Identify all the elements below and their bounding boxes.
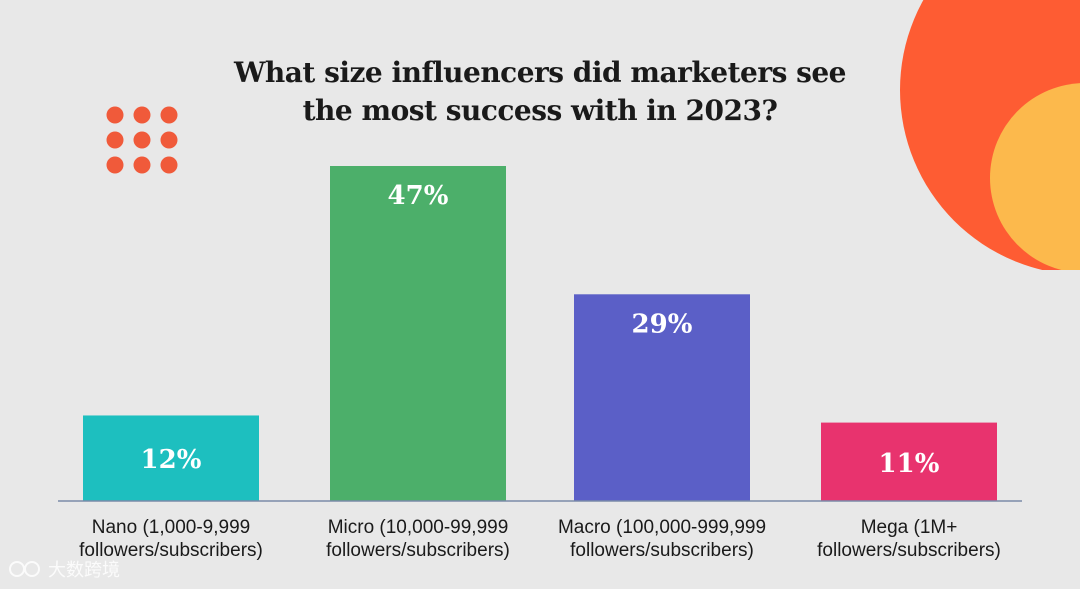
x-tick-label-1: Micro (10,000-99,999 followers/subscriber…: [298, 516, 538, 562]
decorative-dot: [133, 131, 151, 149]
x-tick-label-line: followers/subscribers): [79, 540, 263, 561]
x-tick-label-line: Macro (100,000-999,999: [557, 517, 767, 538]
bar-value-label-1: 47%: [388, 181, 449, 211]
bars-group: 12% 47% 29% 11%: [83, 166, 997, 501]
x-tick-label-line: followers/subscribers): [817, 540, 1001, 561]
decorative-dot: [106, 156, 124, 174]
bar-1: [330, 166, 506, 501]
decorative-dot: [160, 156, 178, 174]
brand-logo-icon: [8, 560, 42, 578]
decorative-dot: [133, 106, 151, 124]
watermark-text: 大数跨境: [48, 560, 120, 581]
decorative-dot: [133, 156, 151, 174]
decorative-dot: [106, 131, 124, 149]
decorative-circle-yellow: [990, 83, 1080, 270]
decorative-dot: [160, 131, 178, 149]
x-tick-label-3: Mega (1M+ followers/subscribers): [789, 516, 1029, 562]
chart-title-line-2: the most success with in 2023?: [302, 94, 778, 127]
x-tick-label-line: followers/subscribers): [326, 540, 510, 561]
bar-0: [83, 415, 259, 501]
decorative-dot: [106, 106, 124, 124]
x-tick-label-line: followers/subscribers): [570, 540, 754, 561]
decorative-circle: [900, 0, 1080, 270]
bar-value-label-3: 11%: [879, 449, 940, 479]
bar-2: [574, 294, 750, 501]
bar-3: [821, 422, 997, 501]
decorative-dot-grid: [106, 106, 178, 174]
chart-title: What size influencers did marketers see …: [200, 54, 880, 130]
chart-title-line-1: What size influencers did marketers see: [233, 56, 847, 89]
bar-value-label-0: 12%: [141, 445, 202, 475]
bar-value-label-2: 29%: [632, 309, 693, 339]
x-tick-label-line: Nano (1,000-9,999: [91, 517, 251, 538]
watermark: 大数跨境: [8, 556, 120, 582]
x-tick-label-0: Nano (1,000-9,999 followers/subscribers): [51, 516, 291, 562]
decorative-dot: [160, 106, 178, 124]
x-tick-label-2: Macro (100,000-999,999 followers/subscrib…: [542, 516, 782, 562]
x-tick-label-line: Micro (10,000-99,999: [327, 517, 509, 538]
x-tick-label-line: Mega (1M+: [860, 517, 958, 538]
